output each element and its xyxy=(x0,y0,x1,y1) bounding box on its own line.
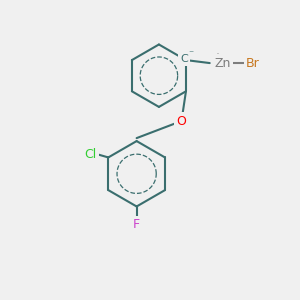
Text: F: F xyxy=(133,218,140,231)
Text: C: C xyxy=(181,54,188,64)
Text: O: O xyxy=(176,115,186,128)
Text: +: + xyxy=(213,52,221,62)
Text: Br: Br xyxy=(246,57,260,70)
Text: ⁻: ⁻ xyxy=(189,50,194,60)
Text: Zn: Zn xyxy=(215,57,231,70)
Text: Cl: Cl xyxy=(84,148,97,161)
